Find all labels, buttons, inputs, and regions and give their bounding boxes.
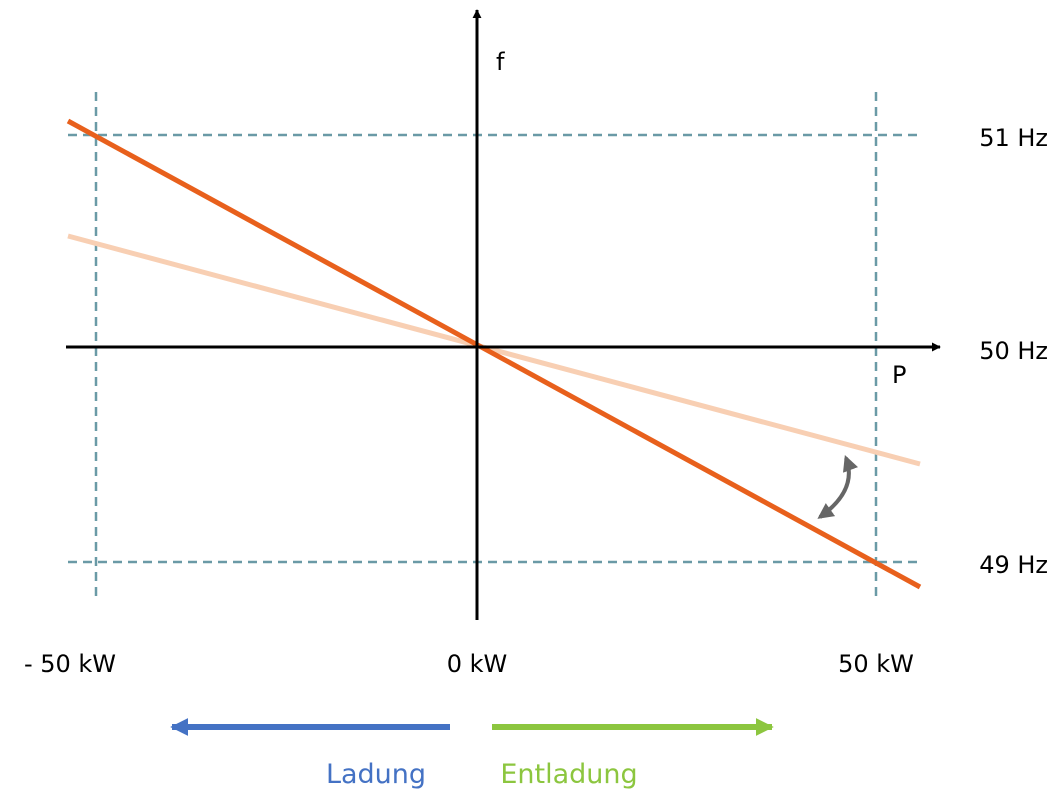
- flat-droop-line: [67, 233, 921, 467]
- discharge-label: Entladung: [500, 759, 637, 790]
- charge-label: Ladung: [326, 759, 426, 790]
- steep-droop-line: [66, 118, 922, 590]
- label-0kw: 0 kW: [447, 650, 508, 678]
- label-plus-50kw: 50 kW: [838, 650, 914, 678]
- label-49hz: 49 Hz: [979, 551, 1048, 579]
- slope-adjust-arrow: [817, 455, 858, 519]
- label-minus-50kw: - 50 kW: [24, 650, 116, 678]
- label-50hz: 50 Hz: [979, 337, 1048, 365]
- x-axis-label: P: [892, 361, 906, 389]
- label-51hz: 51 Hz: [979, 124, 1048, 152]
- y-axis-label: f: [496, 48, 505, 76]
